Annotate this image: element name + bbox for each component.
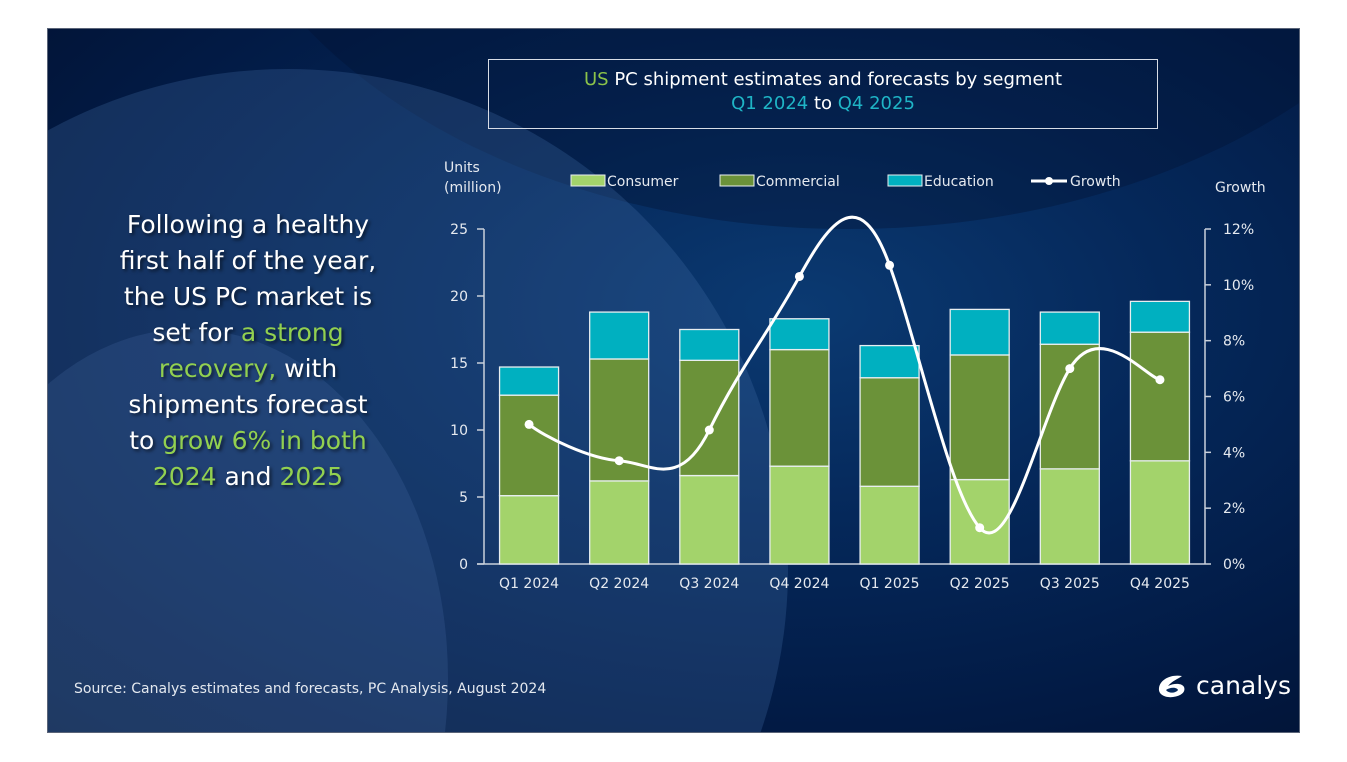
bar-consumer bbox=[1129, 460, 1191, 565]
bar-education bbox=[1129, 300, 1191, 333]
narrative-line: first half of the year, bbox=[88, 243, 408, 279]
growth-point bbox=[975, 523, 985, 533]
x-tick-label: Q4 2024 bbox=[769, 576, 829, 592]
bar-commercial bbox=[859, 377, 920, 487]
bar-commercial bbox=[498, 394, 560, 497]
bar-consumer bbox=[769, 465, 830, 565]
legend-label-consumer: Consumer bbox=[607, 174, 679, 190]
bar-consumer bbox=[498, 495, 560, 565]
x-tick-label: Q4 2025 bbox=[1130, 576, 1190, 592]
narrative-highlight: 2024 bbox=[152, 462, 217, 491]
y-tick-label-right: 4% bbox=[1223, 445, 1245, 461]
narrative-line: shipments forecast bbox=[88, 387, 408, 423]
y-tick-label-left: 20 bbox=[450, 289, 468, 305]
narrative-fragment: and bbox=[216, 462, 280, 491]
bar-commercial bbox=[949, 354, 1010, 481]
bar-commercial bbox=[679, 359, 740, 477]
narrative-line: to grow 6% in both bbox=[88, 423, 408, 459]
title-us: US bbox=[583, 69, 609, 90]
y-axis-title: Units bbox=[444, 160, 480, 176]
bar-consumer bbox=[1039, 468, 1100, 565]
bar-consumer bbox=[679, 474, 740, 565]
y2-axis-title: Growth bbox=[1215, 180, 1266, 196]
narrative-fragment: with bbox=[276, 354, 338, 383]
y-tick-label-left: 25 bbox=[450, 222, 468, 238]
y-tick-label-right: 12% bbox=[1223, 222, 1254, 238]
y-tick-label-left: 0 bbox=[459, 557, 468, 573]
bar-education bbox=[1039, 311, 1100, 345]
source-note: Source: Canalys estimates and forecasts,… bbox=[74, 681, 547, 697]
y-tick-label-right: 6% bbox=[1223, 390, 1245, 406]
narrative-highlight: a strong bbox=[240, 318, 344, 347]
bar-commercial bbox=[769, 348, 830, 467]
growth-line bbox=[528, 215, 1161, 535]
y-tick-label-right: 2% bbox=[1223, 501, 1245, 517]
bar-education bbox=[498, 366, 560, 396]
legend-swatch-growth-marker bbox=[1045, 177, 1053, 185]
narrative-fragment: shipments forecast bbox=[128, 390, 368, 419]
bar-education bbox=[679, 328, 740, 361]
legend-swatch-education bbox=[887, 174, 923, 187]
growth-point bbox=[1155, 375, 1165, 385]
narrative-highlight: recovery, bbox=[158, 354, 277, 383]
bar-commercial bbox=[1129, 331, 1191, 462]
chart-title-box: US PC shipment estimates and forecasts b… bbox=[488, 59, 1158, 129]
narrative-highlight: grow 6% in both bbox=[162, 426, 367, 455]
x-tick-label: Q3 2024 bbox=[679, 576, 739, 592]
y-tick-label-left: 5 bbox=[459, 490, 468, 506]
x-tick-label: Q2 2025 bbox=[950, 576, 1010, 592]
bar-education bbox=[769, 318, 830, 351]
narrative-fragment: Following a healthy bbox=[126, 210, 370, 239]
logo-text: canalys bbox=[1196, 671, 1291, 700]
bar-education bbox=[949, 308, 1010, 356]
bar-consumer bbox=[859, 485, 920, 565]
x-tick-label: Q1 2025 bbox=[860, 576, 920, 592]
narrative-fragment: to bbox=[129, 426, 163, 455]
title-to: to bbox=[808, 93, 838, 114]
narrative-fragment: set for bbox=[152, 318, 241, 347]
legend-swatch-commercial bbox=[719, 174, 755, 187]
bar-commercial bbox=[1039, 343, 1100, 470]
narrative-fragment: first half of the year, bbox=[119, 246, 377, 275]
legend-label-commercial: Commercial bbox=[756, 174, 840, 190]
title-start-period: Q1 2024 bbox=[731, 93, 809, 114]
chart: 0 5 10 15 20 25 0% 2% 4% 6% 8% 10% 12% Units (million)… bbox=[444, 160, 1266, 592]
title-rest: PC shipment estimates and forecasts by s… bbox=[608, 69, 1063, 90]
bar-education bbox=[589, 311, 650, 360]
growth-point bbox=[704, 425, 714, 435]
narrative-highlight: 2025 bbox=[279, 462, 344, 491]
growth-point bbox=[1065, 364, 1075, 374]
narrative-text: Following a healthy first half of the yea… bbox=[88, 207, 408, 495]
x-tick-label: Q3 2025 bbox=[1040, 576, 1100, 592]
x-tick-label: Q2 2024 bbox=[589, 576, 649, 592]
legend-label-growth: Growth bbox=[1070, 174, 1121, 190]
narrative-line: recovery, with bbox=[88, 351, 408, 387]
chart-title-line2: Q1 2024 to Q4 2025 bbox=[489, 92, 1157, 116]
growth-point bbox=[794, 271, 804, 281]
canalys-swirl-icon bbox=[1158, 675, 1185, 697]
bar-education bbox=[859, 344, 920, 379]
y-tick-label-left: 10 bbox=[450, 423, 468, 439]
narrative-line: the US PC market is bbox=[88, 279, 408, 315]
narrative-line: 2024 and 2025 bbox=[88, 459, 408, 495]
y-axis-title: (million) bbox=[444, 180, 502, 196]
legend-label-education: Education bbox=[924, 174, 994, 190]
growth-point bbox=[614, 456, 624, 466]
chart-title-line1: US PC shipment estimates and forecasts b… bbox=[489, 68, 1157, 92]
growth-point bbox=[885, 260, 895, 270]
x-tick-label: Q1 2024 bbox=[499, 576, 559, 592]
narrative-fragment: the US PC market is bbox=[123, 282, 373, 311]
y-tick-label-left: 15 bbox=[450, 356, 468, 372]
narrative-line: set for a strong bbox=[88, 315, 408, 351]
y-tick-label-right: 10% bbox=[1223, 278, 1254, 294]
canalys-logo: canalys bbox=[1156, 671, 1291, 700]
y-tick-label-right: 0% bbox=[1223, 557, 1245, 573]
narrative-line: Following a healthy bbox=[88, 207, 408, 243]
bar-consumer bbox=[589, 480, 650, 565]
y-tick-label-right: 8% bbox=[1223, 334, 1245, 350]
slide: US PC shipment estimates and forecasts b… bbox=[47, 28, 1300, 733]
title-end-period: Q4 2025 bbox=[837, 93, 915, 114]
legend-swatch-consumer bbox=[570, 174, 606, 187]
growth-point bbox=[524, 419, 534, 429]
